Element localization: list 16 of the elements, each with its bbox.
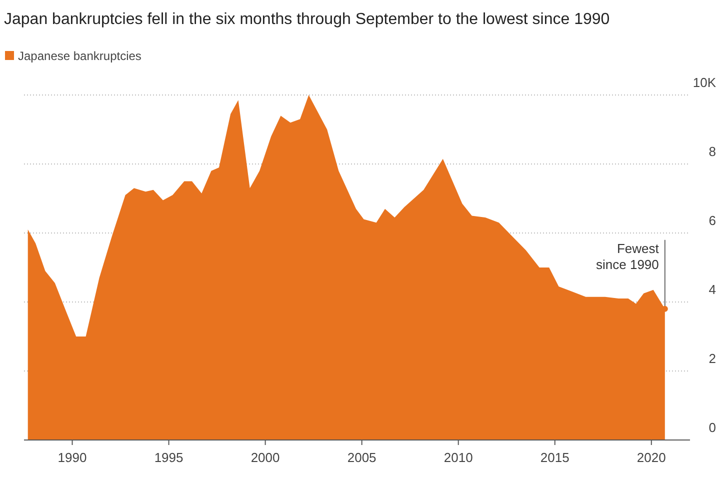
x-tick-label: 2000 xyxy=(250,450,280,465)
y-tick-label: 2 xyxy=(708,351,716,366)
x-tick-label: 2010 xyxy=(444,450,473,465)
x-tick-label: 2005 xyxy=(347,450,376,465)
x-tick-label: 1990 xyxy=(58,450,87,465)
x-tick-label: 2015 xyxy=(540,450,570,465)
chart-title: Japan bankruptcies fell in the six months through September to the lowest since 1990 xyxy=(4,11,610,28)
y-tick-label: 10K xyxy=(692,75,716,90)
annotation: Fewest since 1990 xyxy=(596,240,660,272)
y-tick-label: 0 xyxy=(708,420,716,435)
x-tick-label: 1995 xyxy=(154,450,184,465)
y-tick-label: 6 xyxy=(708,213,716,228)
x-tick-label: 2020 xyxy=(636,450,666,465)
y-tick-label: 4 xyxy=(708,282,716,297)
y-tick-label: 8 xyxy=(708,144,716,159)
legend-label: Japanese bankruptcies xyxy=(18,49,142,63)
